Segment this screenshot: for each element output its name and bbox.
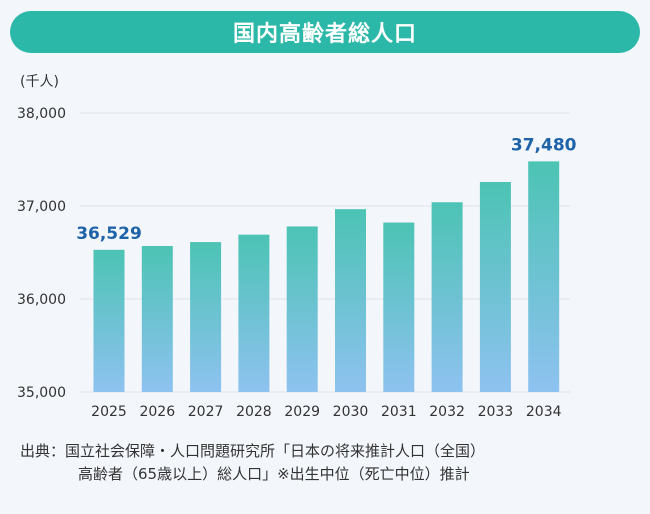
x-tick-label: 2031	[381, 404, 417, 420]
y-unit-label: (千人)	[20, 74, 59, 90]
x-tick-label: 2026	[139, 404, 175, 420]
y-tick-label: 38,000	[17, 106, 66, 122]
bar	[93, 249, 125, 392]
bar	[238, 234, 270, 392]
bar	[190, 242, 222, 392]
source-line-2: 高齢者（65歳以上）総人口」※出生中位（死亡中位）推計	[78, 465, 470, 483]
y-tick-label: 36,000	[17, 292, 66, 308]
x-tick-label: 2032	[429, 404, 465, 420]
x-tick-label: 2025	[91, 404, 127, 420]
x-tick-label: 2034	[526, 404, 562, 420]
bar	[286, 226, 318, 392]
bar	[141, 245, 173, 392]
source-note: 出典：国立社会保障・人口問題研究所「日本の将来推計人口（全国） 高齢者（65歳以…	[20, 440, 485, 486]
x-tick-label: 2027	[188, 404, 224, 420]
y-tick-label: 35,000	[17, 385, 66, 401]
x-tick-label: 2028	[236, 404, 272, 420]
y-tick-label: 37,000	[17, 199, 66, 215]
x-tick-label: 2033	[478, 404, 514, 420]
bar	[479, 182, 511, 392]
data-label: 37,480	[511, 135, 577, 155]
bar	[431, 202, 463, 392]
chart-title: 国内高齢者総人口	[232, 22, 417, 47]
data-label: 36,529	[76, 224, 142, 244]
x-tick-label: 2030	[333, 404, 369, 420]
bar	[383, 222, 415, 392]
x-tick-label: 2029	[284, 404, 320, 420]
bar-chart: (千人) 35,000 36,000 37,000 38,000 2025 2026 20…	[17, 74, 577, 420]
bar	[335, 209, 366, 392]
bar	[528, 161, 560, 392]
chart-title-bar: 国内高齢者総人口	[10, 11, 640, 53]
source-line-1: 出典：国立社会保障・人口問題研究所「日本の将来推計人口（全国）	[20, 442, 486, 460]
